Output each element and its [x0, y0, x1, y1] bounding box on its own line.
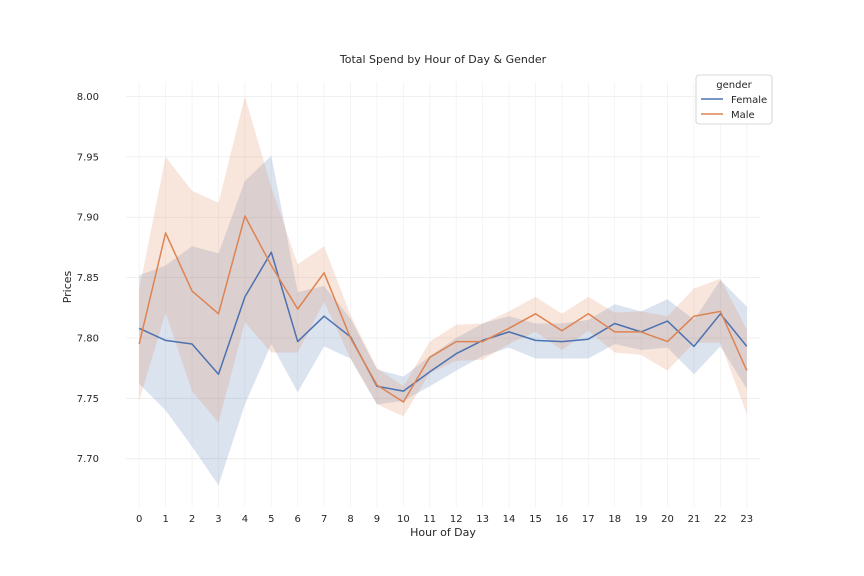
x-tick-label: 3: [215, 514, 221, 525]
chart-title: Total Spend by Hour of Day & Gender: [339, 53, 547, 66]
x-tick-label: 8: [347, 514, 353, 525]
y-tick-label: 8.00: [77, 92, 99, 103]
x-tick-label: 18: [608, 514, 621, 525]
series-line-male: [138, 215, 748, 403]
legend-title: gender: [716, 80, 752, 91]
series-line-female: [138, 251, 748, 392]
x-tick-label: 7: [321, 514, 327, 525]
x-tick-label: 10: [397, 514, 410, 525]
x-tick-label: 22: [714, 514, 727, 525]
x-axis-label: Hour of Day: [410, 526, 476, 539]
x-tick-label: 4: [242, 514, 248, 525]
x-tick-label: 12: [450, 514, 463, 525]
x-tick-label: 2: [189, 514, 195, 525]
y-tick-label: 7.95: [77, 152, 99, 163]
series-lines: [138, 215, 748, 403]
x-tick-label: 19: [635, 514, 648, 525]
ci-band-male: [139, 96, 747, 423]
y-tick-label: 7.85: [77, 273, 99, 284]
x-tick-label: 1: [162, 514, 168, 525]
x-tick-label: 11: [423, 514, 436, 525]
x-tick-label: 14: [503, 514, 516, 525]
legend-label-male: Male: [731, 110, 755, 121]
x-tick-labels: 0 1 2 3 4 5 6 7 8 9 10 11 12 13 14 15 16 17 18 19 20 21 22 23: [136, 514, 753, 525]
x-tick-label: 16: [556, 514, 569, 525]
legend-box: [695, 74, 773, 125]
x-tick-label: 9: [374, 514, 380, 525]
y-tick-labels: 7.70 7.75 7.80 7.85 7.90 7.95 8.00: [77, 92, 99, 465]
x-tick-label: 0: [136, 514, 142, 525]
y-tick-label: 7.80: [77, 333, 99, 344]
x-tick-label: 17: [582, 514, 595, 525]
y-tick-label: 7.70: [77, 454, 99, 465]
x-tick-label: 21: [688, 514, 701, 525]
x-tick-label: 5: [268, 514, 274, 525]
x-tick-label: 6: [295, 514, 301, 525]
x-tick-label: 13: [476, 514, 489, 525]
x-tick-label: 23: [740, 514, 753, 525]
legend: gender Female Male: [695, 74, 773, 125]
gridlines: [126, 82, 760, 507]
legend-label-female: Female: [731, 95, 767, 106]
y-tick-label: 7.75: [77, 394, 99, 405]
y-axis-label: Prices: [61, 270, 74, 303]
confidence-bands: [139, 96, 747, 486]
x-tick-label: 20: [661, 514, 674, 525]
ci-band-female: [139, 155, 747, 486]
x-tick-label: 15: [529, 514, 542, 525]
y-tick-label: 7.90: [77, 213, 99, 224]
